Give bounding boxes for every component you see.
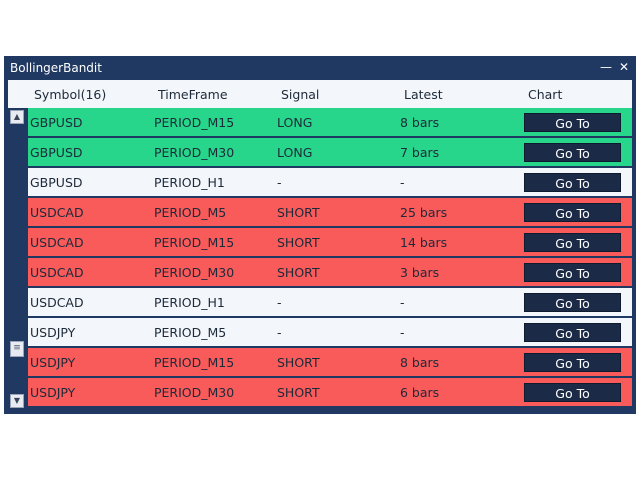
symbol-cell: USDJPY xyxy=(30,325,76,340)
vertical-scrollbar[interactable]: ▲ ≡ ▼ xyxy=(8,108,26,410)
go-to-chart-button[interactable]: Go To xyxy=(524,293,621,312)
latest-cell: - xyxy=(400,175,405,190)
go-to-chart-button[interactable]: Go To xyxy=(524,353,621,372)
scroll-thumb[interactable]: ≡ xyxy=(10,341,24,357)
latest-cell: 14 bars xyxy=(400,235,448,250)
latest-cell: 25 bars xyxy=(400,205,448,220)
timeframe-cell: PERIOD_M5 xyxy=(154,325,227,340)
title-bar[interactable]: BollingerBandit — ✕ xyxy=(4,56,636,80)
symbol-cell: GBPUSD xyxy=(30,115,83,130)
go-to-chart-button[interactable]: Go To xyxy=(524,113,621,132)
signal-cell: LONG xyxy=(277,115,313,130)
signal-cell: - xyxy=(277,175,282,190)
symbol-cell: USDJPY xyxy=(30,355,76,370)
table-row[interactable]: GBPUSD PERIOD_M30 LONG 7 bars Go To xyxy=(28,138,632,166)
close-icon[interactable]: ✕ xyxy=(618,60,630,74)
go-to-chart-button[interactable]: Go To xyxy=(524,203,621,222)
symbol-cell: USDCAD xyxy=(30,235,84,250)
timeframe-cell: PERIOD_M30 xyxy=(154,145,235,160)
bollinger-bandit-window: BollingerBandit — ✕ Symbol(16) TimeFrame… xyxy=(4,56,636,414)
symbol-cell: USDCAD xyxy=(30,295,84,310)
table-row[interactable]: GBPUSD PERIOD_M15 LONG 8 bars Go To xyxy=(28,108,632,136)
timeframe-cell: PERIOD_M15 xyxy=(154,235,235,250)
minimize-icon[interactable]: — xyxy=(600,60,612,74)
scroll-down-icon[interactable]: ▼ xyxy=(10,394,24,408)
signal-cell: LONG xyxy=(277,145,313,160)
header-symbol[interactable]: Symbol(16) xyxy=(34,87,107,102)
go-to-chart-button[interactable]: Go To xyxy=(524,383,621,402)
table-row[interactable]: GBPUSD PERIOD_H1 - - Go To xyxy=(28,168,632,196)
timeframe-cell: PERIOD_M30 xyxy=(154,385,235,400)
header-latest[interactable]: Latest xyxy=(404,87,443,102)
symbol-cell: USDCAD xyxy=(30,265,84,280)
latest-cell: 8 bars xyxy=(400,115,440,130)
scroll-up-icon[interactable]: ▲ xyxy=(10,110,24,124)
timeframe-cell: PERIOD_M15 xyxy=(154,355,235,370)
latest-cell: 6 bars xyxy=(400,385,440,400)
signal-cell: SHORT xyxy=(277,205,320,220)
go-to-chart-button[interactable]: Go To xyxy=(524,323,621,342)
timeframe-cell: PERIOD_M5 xyxy=(154,205,227,220)
signal-cell: SHORT xyxy=(277,385,320,400)
latest-cell: 3 bars xyxy=(400,265,440,280)
table-row[interactable]: USDCAD PERIOD_M15 SHORT 14 bars Go To xyxy=(28,228,632,256)
go-to-chart-button[interactable]: Go To xyxy=(524,173,621,192)
table-row[interactable]: USDCAD PERIOD_H1 - - Go To xyxy=(28,288,632,316)
table-header: Symbol(16) TimeFrame Signal Latest Chart xyxy=(8,80,632,108)
signal-cell: - xyxy=(277,325,282,340)
timeframe-cell: PERIOD_M15 xyxy=(154,115,235,130)
timeframe-cell: PERIOD_H1 xyxy=(154,295,225,310)
symbol-cell: USDJPY xyxy=(30,385,76,400)
symbol-cell: USDCAD xyxy=(30,205,84,220)
table-row[interactable]: USDJPY PERIOD_M30 SHORT 6 bars Go To xyxy=(28,378,632,406)
go-to-chart-button[interactable]: Go To xyxy=(524,143,621,162)
symbol-cell: GBPUSD xyxy=(30,145,83,160)
timeframe-cell: PERIOD_M30 xyxy=(154,265,235,280)
table-row[interactable]: USDJPY PERIOD_M15 SHORT 8 bars Go To xyxy=(28,348,632,376)
latest-cell: 8 bars xyxy=(400,355,440,370)
signal-cell: - xyxy=(277,295,282,310)
window-title: BollingerBandit xyxy=(10,61,102,75)
symbol-cell: GBPUSD xyxy=(30,175,83,190)
go-to-chart-button[interactable]: Go To xyxy=(524,233,621,252)
latest-cell: - xyxy=(400,325,405,340)
go-to-chart-button[interactable]: Go To xyxy=(524,263,621,282)
latest-cell: - xyxy=(400,295,405,310)
header-signal[interactable]: Signal xyxy=(281,87,320,102)
latest-cell: 7 bars xyxy=(400,145,440,160)
signal-cell: SHORT xyxy=(277,235,320,250)
header-timeframe[interactable]: TimeFrame xyxy=(158,87,228,102)
header-chart[interactable]: Chart xyxy=(528,87,563,102)
table-row[interactable]: USDCAD PERIOD_M30 SHORT 3 bars Go To xyxy=(28,258,632,286)
signal-cell: SHORT xyxy=(277,265,320,280)
table-row[interactable]: USDCAD PERIOD_M5 SHORT 25 bars Go To xyxy=(28,198,632,226)
timeframe-cell: PERIOD_H1 xyxy=(154,175,225,190)
table-row[interactable]: USDJPY PERIOD_M5 - - Go To xyxy=(28,318,632,346)
signal-cell: SHORT xyxy=(277,355,320,370)
